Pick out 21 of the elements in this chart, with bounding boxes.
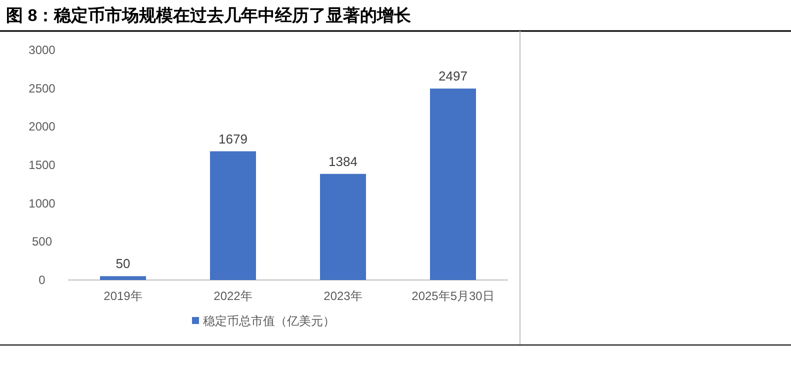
y-tick-label: 500 xyxy=(32,234,52,249)
y-tick-label: 1500 xyxy=(28,158,56,172)
data-label: 1384 xyxy=(328,154,358,169)
y-tick-label: 2000 xyxy=(28,120,56,134)
x-tick-label: 2022年 xyxy=(214,289,252,303)
x-tick-label: 2019年 xyxy=(104,289,142,303)
y-tick-label: 3000 xyxy=(28,43,56,57)
bar xyxy=(430,88,476,280)
data-label: 1679 xyxy=(218,131,248,146)
bar xyxy=(100,276,146,280)
y-tick-label: 0 xyxy=(38,273,46,287)
x-tick-label: 2023年 xyxy=(324,289,362,303)
data-label: 50 xyxy=(116,256,130,272)
legend-label: 稳定币总市值（亿美元） xyxy=(203,314,335,328)
bar xyxy=(210,151,256,280)
data-label: 2497 xyxy=(438,68,468,84)
chart-title: 图 8：稳定币市场规模在过去几年中经历了显著的增长 xyxy=(6,6,412,25)
y-tick-label: 1000 xyxy=(28,196,56,210)
bar xyxy=(320,174,366,280)
y-tick-label: 2500 xyxy=(28,81,56,96)
x-tick-label: 2025年5月30日 xyxy=(412,289,494,303)
